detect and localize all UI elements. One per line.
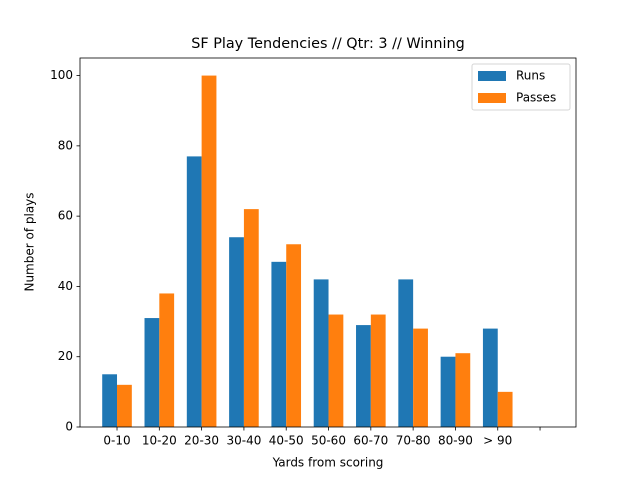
x-tick-label: 50-60: [311, 434, 346, 448]
x-axis-label: Yards from scoring: [272, 456, 384, 470]
bar: [313, 279, 329, 427]
legend-swatch: [478, 71, 506, 81]
bar: [243, 209, 259, 427]
bar: [413, 328, 428, 427]
bar: [144, 318, 160, 427]
y-tick-label: 60: [58, 209, 73, 223]
chart-title: SF Play Tendencies // Qtr: 3 // Winning: [191, 36, 465, 52]
y-tick-label: 80: [58, 138, 73, 152]
bar: [370, 314, 386, 427]
x-tick-label: 10-20: [142, 434, 177, 448]
bar: [159, 293, 175, 427]
x-tick-label: 0-10: [103, 434, 130, 448]
legend-label: Runs: [516, 69, 545, 83]
bar: [229, 237, 244, 427]
bar: [356, 325, 371, 427]
x-tick-label: 30-40: [226, 434, 261, 448]
y-axis-label: Number of plays: [23, 192, 37, 291]
bar: [102, 374, 118, 427]
bar: [117, 384, 132, 427]
bar: [497, 391, 513, 427]
bar: [482, 328, 498, 427]
bar: [398, 279, 414, 427]
bar: [440, 356, 456, 427]
x-tick-label: 70-80: [396, 434, 431, 448]
x-tick-label: 60-70: [353, 434, 388, 448]
y-tick-label: 40: [58, 279, 73, 293]
legend-label: Passes: [516, 91, 556, 105]
bar: [201, 75, 217, 428]
y-tick-label: 100: [50, 68, 73, 82]
bar: [271, 261, 287, 427]
y-tick-label: 0: [65, 420, 73, 434]
x-tick-label: 80-90: [438, 434, 473, 448]
x-tick-label: > 90: [483, 434, 512, 448]
x-tick-label: 40-50: [269, 434, 304, 448]
bar: [328, 314, 344, 427]
axes-frame: [79, 57, 577, 428]
bar: [455, 353, 471, 427]
x-tick-label: 20-30: [184, 434, 219, 448]
bar: [186, 156, 202, 427]
legend-swatch: [478, 93, 506, 103]
y-tick-label: 20: [58, 349, 73, 363]
bar: [286, 244, 302, 427]
